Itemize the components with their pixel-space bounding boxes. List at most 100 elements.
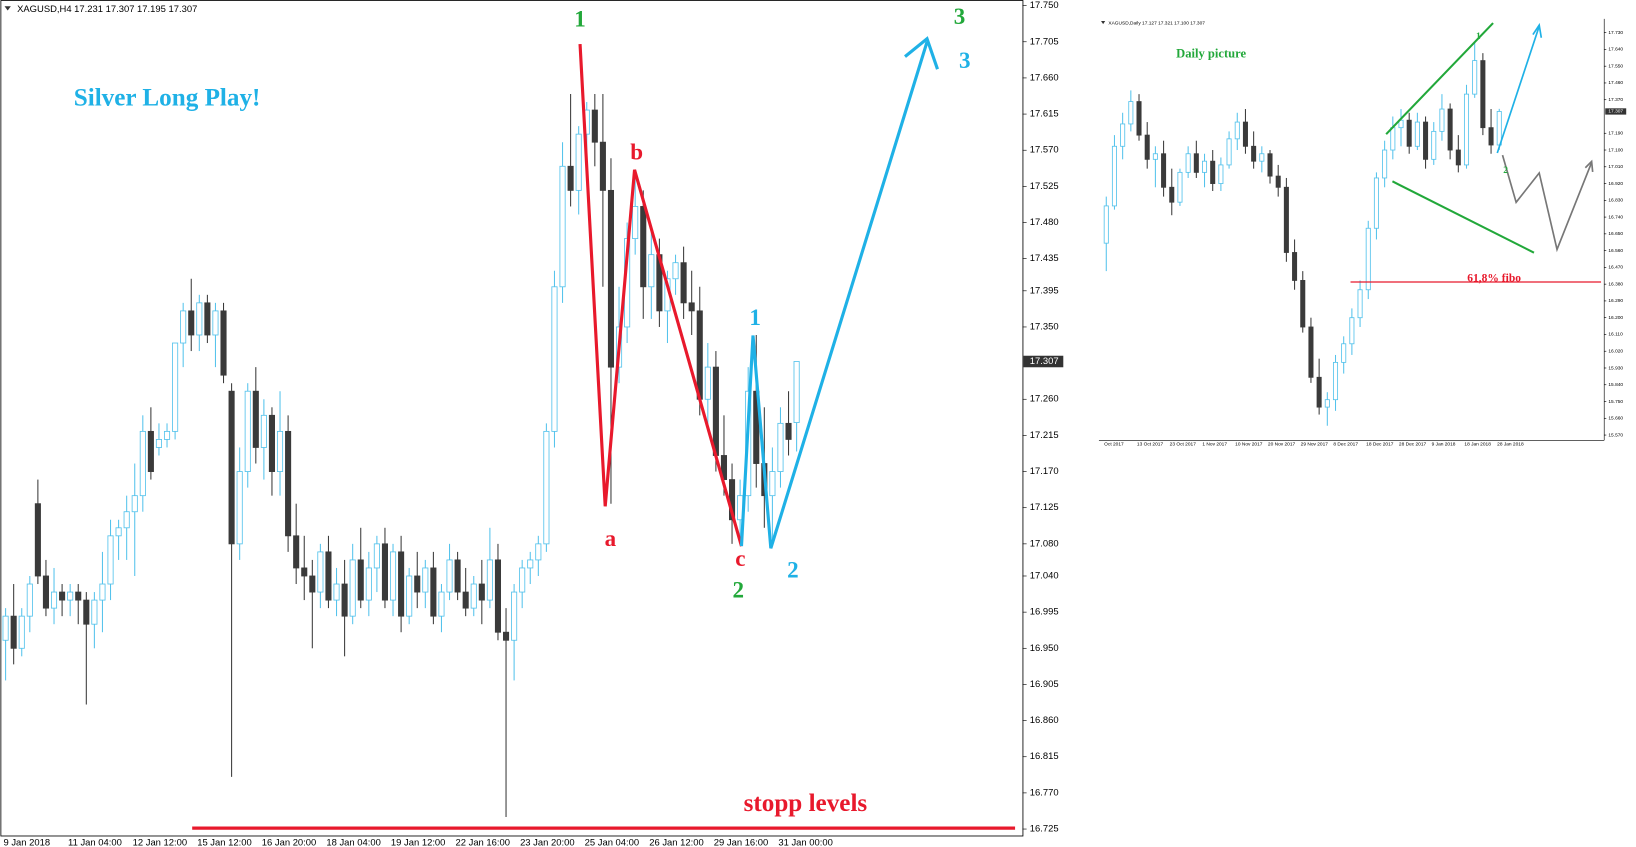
x-tick-label: 28 Dec 2017 — [1399, 442, 1427, 448]
candle-body — [1136, 101, 1142, 136]
y-tick-label: 16.290 — [1608, 298, 1623, 304]
y-tick-label: 16.860 — [1030, 714, 1059, 725]
candle-body — [1472, 60, 1478, 95]
candle-body — [769, 471, 776, 497]
y-tick-label: 16.770 — [1030, 786, 1059, 797]
y-tick-label: 17.615 — [1030, 108, 1059, 119]
annotation: 2 — [733, 577, 745, 603]
candle-body — [349, 559, 356, 617]
candle-body — [519, 567, 526, 593]
annotation: a — [605, 525, 617, 551]
candle-body — [1275, 175, 1281, 188]
candle-body — [406, 575, 413, 617]
candle-body — [236, 471, 243, 545]
candle-body — [172, 342, 179, 432]
candle-body — [220, 310, 227, 376]
x-tick-label: 12 Jan 12:00 — [133, 836, 187, 847]
x-tick-label: 9 Jan 2018 — [1432, 442, 1456, 448]
y-tick-label: 17.215 — [1030, 429, 1059, 440]
candle-body — [163, 430, 171, 440]
y-tick-label: 17.660 — [1030, 71, 1059, 82]
candle-body — [1447, 108, 1453, 151]
y-tick-label: 16.380 — [1608, 281, 1623, 287]
candle-body — [1463, 93, 1470, 166]
candle-body — [1308, 326, 1314, 378]
y-tick-label: 17.750 — [1030, 0, 1059, 10]
candle-body — [1406, 119, 1412, 147]
y-tick-label: 17.460 — [1608, 80, 1623, 86]
y-tick-label: 17.100 — [1608, 147, 1623, 153]
x-tick-label: 28 Jan 2018 — [1497, 442, 1524, 448]
candle-body — [1202, 160, 1208, 173]
candle-body — [1144, 134, 1150, 160]
candle-body — [680, 262, 687, 304]
candle-body — [470, 583, 477, 609]
candle-body — [632, 206, 639, 240]
candle-body — [357, 559, 364, 601]
y-tick-label: 17.040 — [1030, 569, 1059, 580]
y-tick-label: 15.840 — [1608, 382, 1623, 388]
candle-body — [1332, 361, 1339, 401]
y-tick-label: 17.260 — [1030, 393, 1059, 404]
candle-body — [1480, 60, 1486, 129]
annotation: c — [735, 545, 745, 571]
candle-body — [1390, 127, 1396, 151]
y-tick-label: 16.905 — [1030, 678, 1059, 689]
candle-body — [91, 599, 98, 625]
y-tick-label: 17.010 — [1608, 164, 1623, 170]
candle-body — [1210, 160, 1216, 184]
last-price-box — [1023, 355, 1064, 368]
arrow-head — [1532, 22, 1543, 38]
candle-body — [180, 310, 187, 344]
candle-body — [1161, 153, 1167, 188]
annotation: 2 — [787, 557, 799, 583]
candle-body — [2, 615, 9, 641]
x-tick-label: 25 Jan 04:00 — [585, 836, 639, 847]
annotation: 1 — [1476, 32, 1481, 42]
x-tick-label: 23 Jan 20:00 — [520, 836, 574, 847]
annotation: Daily picture — [1176, 46, 1246, 60]
header-icon — [4, 6, 11, 11]
x-tick-label: 1 Nov 2017 — [1202, 442, 1227, 448]
candle-body — [18, 615, 25, 649]
candle-body — [414, 575, 421, 593]
x-tick-label: 15 Jan 12:00 — [197, 836, 251, 847]
y-tick-label: 17.640 — [1608, 47, 1623, 53]
candle-body — [1218, 164, 1224, 184]
y-tick-label: 16.020 — [1608, 348, 1623, 354]
candle-body — [1423, 121, 1429, 160]
candle-body — [640, 206, 647, 288]
annotation: 2 — [1503, 166, 1508, 176]
candle-body — [139, 430, 146, 497]
x-tick-label: 23 Oct 2017 — [1170, 442, 1197, 448]
candle-body — [1431, 130, 1437, 160]
x-tick-label: 29 Jan 16:00 — [714, 836, 768, 847]
y-tick-label: 16.725 — [1030, 823, 1059, 834]
last-price-label: 17.307 — [1030, 355, 1059, 366]
annotation: b — [630, 138, 643, 164]
candle-body — [301, 567, 308, 577]
candle-body — [1226, 138, 1232, 166]
candle-body — [285, 430, 292, 537]
y-tick-label: 16.950 — [1030, 642, 1059, 653]
candle-body — [260, 414, 267, 448]
x-tick-label: 20 Nov 2017 — [1268, 442, 1296, 448]
candle-body — [107, 535, 114, 585]
y-tick-label: 17.190 — [1608, 131, 1623, 137]
candle-body — [704, 366, 711, 400]
candle-body — [535, 543, 542, 561]
candle-body — [252, 390, 259, 448]
candle-body — [1439, 108, 1445, 132]
y-tick-label: 15.660 — [1608, 416, 1623, 422]
y-tick-label: 16.995 — [1030, 606, 1059, 617]
annotation: Silver Long Play! — [74, 84, 261, 111]
candle-body — [1185, 153, 1191, 173]
y-tick-label: 17.480 — [1030, 216, 1059, 227]
trend-line — [1385, 22, 1494, 135]
candle-body — [688, 302, 695, 312]
candle-body — [50, 591, 58, 609]
candle-body — [373, 543, 380, 569]
candle-body — [75, 591, 82, 601]
